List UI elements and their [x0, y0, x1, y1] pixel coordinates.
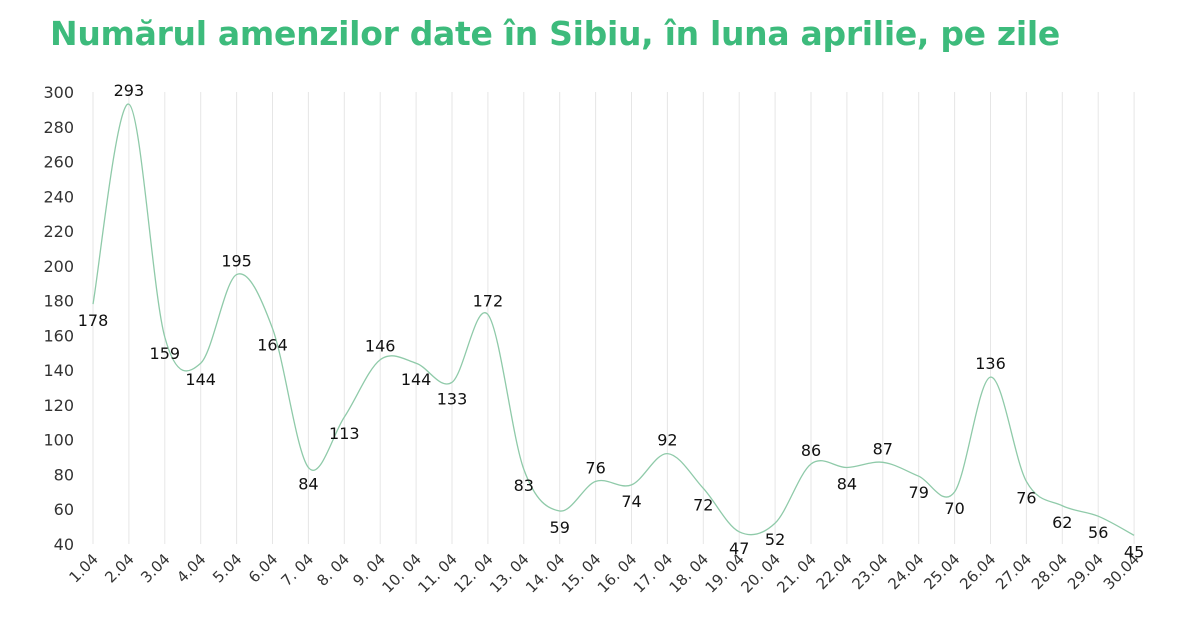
data-label: 74 — [621, 492, 641, 511]
y-tick-label: 160 — [43, 326, 74, 345]
x-tick-label: 14. 04 — [522, 550, 568, 596]
x-tick-label: 17. 04 — [630, 550, 676, 596]
data-label: 293 — [114, 81, 145, 100]
data-label: 133 — [437, 389, 468, 408]
data-labels: 1782931591441951648411314614413317283597… — [78, 81, 1145, 561]
x-tick-label: 11. 04 — [414, 550, 460, 596]
data-label: 144 — [185, 370, 216, 389]
data-label: 59 — [550, 518, 570, 537]
x-tick-label: 5.04 — [209, 550, 245, 586]
data-label: 72 — [693, 495, 713, 514]
y-tick-label: 120 — [43, 396, 74, 415]
data-label: 76 — [1016, 488, 1036, 507]
data-label: 83 — [514, 476, 534, 495]
data-label: 136 — [975, 354, 1006, 373]
y-tick-label: 220 — [43, 222, 74, 241]
x-tick-label: 22.04 — [813, 550, 856, 593]
x-tick-label: 21. 04 — [773, 550, 819, 596]
data-label: 76 — [585, 458, 605, 477]
grid-lines — [92, 92, 1135, 544]
y-tick-label: 260 — [43, 153, 74, 172]
data-label: 52 — [765, 530, 785, 549]
x-tick-label: 27.04 — [992, 550, 1035, 593]
x-tick-label: 7. 04 — [278, 550, 318, 590]
x-tick-label: 6.04 — [245, 550, 281, 586]
data-label: 92 — [657, 431, 677, 450]
x-tick-label: 24.04 — [884, 550, 927, 593]
y-tick-label: 100 — [43, 431, 74, 450]
x-tick-label: 3.04 — [137, 550, 173, 586]
x-axis-ticks: 1.04 2.04 3.04 4.04 5.04 6.047. 048. 049. 041… — [65, 550, 1142, 596]
data-label: 79 — [909, 483, 929, 502]
x-tick-label: 4.04 — [173, 550, 209, 586]
x-tick-label: 28.04 — [1028, 550, 1071, 593]
data-label: 195 — [221, 252, 252, 271]
x-tick-label: 13. 04 — [486, 550, 532, 596]
y-tick-label: 40 — [54, 535, 74, 554]
data-label: 47 — [729, 539, 749, 558]
x-tick-label: 18. 04 — [666, 550, 712, 596]
y-tick-label: 140 — [43, 361, 74, 380]
x-tick-label: 25.04 — [920, 550, 963, 593]
data-label: 146 — [365, 337, 396, 356]
y-tick-label: 180 — [43, 292, 74, 311]
data-label: 164 — [257, 335, 288, 354]
x-tick-label: 12. 04 — [450, 550, 496, 596]
y-tick-label: 60 — [54, 500, 74, 519]
data-label: 144 — [401, 370, 432, 389]
chart-title: Numărul amenzilor date în Sibiu, în luna… — [50, 14, 1060, 53]
x-tick-label: 16. 04 — [594, 550, 640, 596]
data-label: 70 — [944, 499, 964, 518]
x-tick-label: 10. 04 — [378, 550, 424, 596]
y-tick-label: 240 — [43, 187, 74, 206]
y-tick-label: 300 — [43, 83, 74, 102]
data-label: 62 — [1052, 513, 1072, 532]
data-label: 56 — [1088, 523, 1108, 542]
data-label: 84 — [837, 475, 857, 494]
y-axis-ticks: 40 60 80 100 120 140 160 180 200 220 240 260 280 300 — [43, 83, 74, 554]
data-label: 45 — [1124, 542, 1144, 561]
y-tick-label: 280 — [43, 118, 74, 137]
y-tick-label: 200 — [43, 257, 74, 276]
x-tick-label: 2.04 — [101, 550, 137, 586]
data-label: 178 — [78, 311, 109, 330]
x-tick-label: 8. 04 — [313, 550, 353, 590]
data-label: 84 — [298, 475, 318, 494]
x-tick-label: 29.04 — [1064, 550, 1107, 593]
data-label: 87 — [873, 439, 893, 458]
data-label: 86 — [801, 441, 821, 460]
data-label: 159 — [150, 344, 181, 363]
x-tick-label: 23.04 — [849, 550, 892, 593]
series-line — [92, 103, 1135, 536]
x-tick-label: 15. 04 — [558, 550, 604, 596]
y-tick-label: 80 — [54, 465, 74, 484]
data-label: 113 — [329, 424, 360, 443]
x-tick-label: 26.04 — [956, 550, 999, 593]
data-label: 172 — [473, 292, 504, 311]
x-tick-label: 1.04 — [65, 550, 101, 586]
